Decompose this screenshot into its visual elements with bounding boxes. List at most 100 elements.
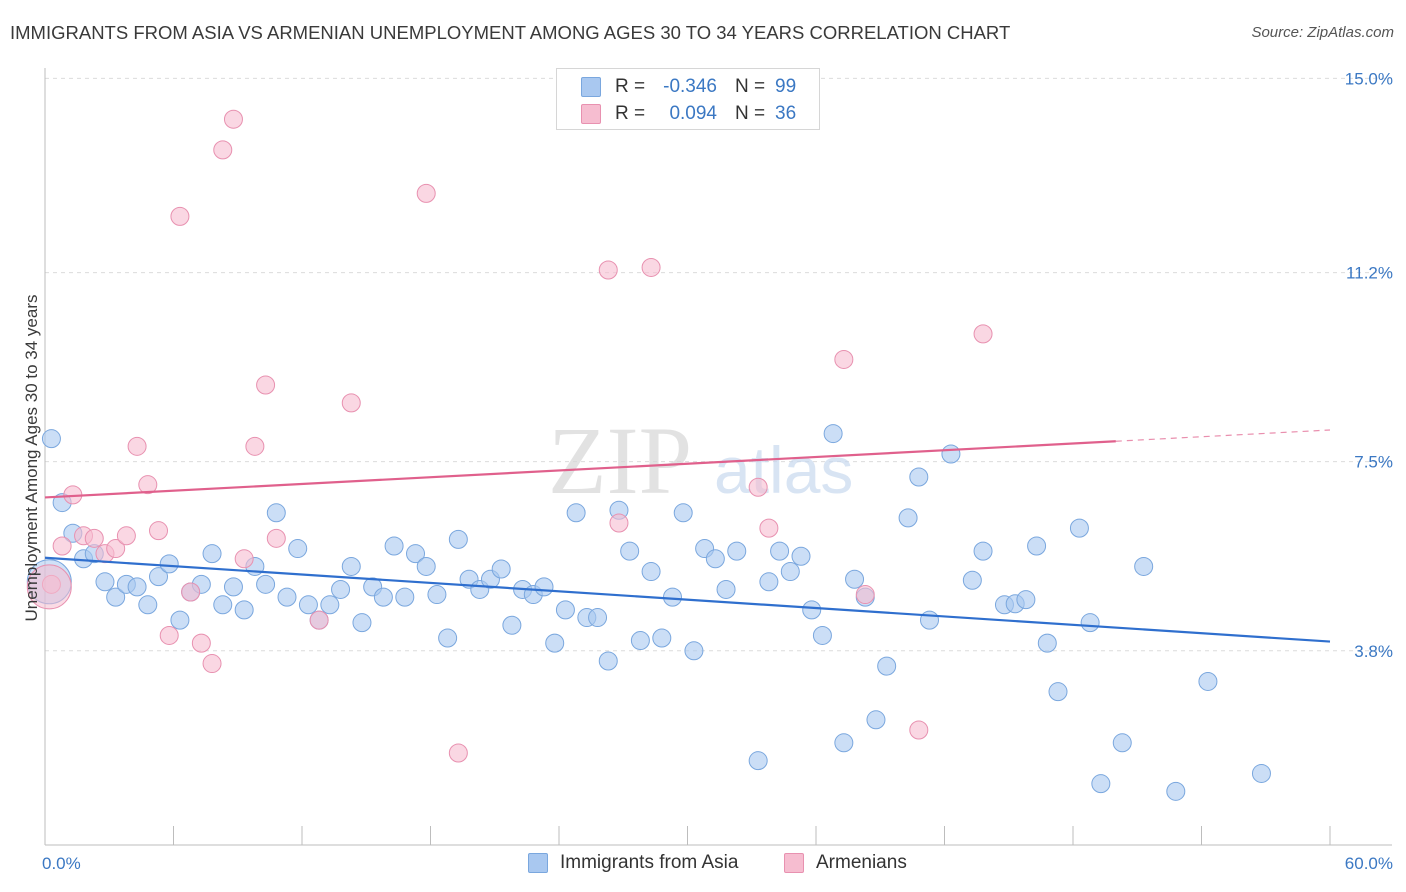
- asia-point-16: [213, 595, 233, 615]
- asia-point-91: [1080, 613, 1100, 633]
- asia-point-51: [588, 608, 608, 628]
- asia-point-66: [759, 572, 779, 592]
- y-tick-label-1: 7.5%: [1354, 453, 1393, 472]
- armenians-point-24: [416, 183, 436, 203]
- asia-point-38: [448, 529, 468, 549]
- armenians-point-20: [256, 375, 276, 395]
- legend-row-asia: R = -0.346 N = 99: [581, 75, 796, 99]
- armenians-point-30: [759, 518, 779, 538]
- armenians-point-29: [748, 477, 768, 497]
- asia-point-34: [406, 544, 426, 564]
- y-tick-label-0: 3.8%: [1354, 642, 1393, 661]
- asia-point-46: [534, 577, 554, 597]
- asia-point-0: [41, 429, 61, 449]
- asia-point-55: [630, 631, 650, 651]
- chart-title: IMMIGRANTS FROM ASIA VS ARMENIAN UNEMPLO…: [10, 22, 1011, 43]
- legend-n-label: N =: [735, 103, 766, 124]
- armenians-point-10: [149, 521, 169, 541]
- asia-point-63: [716, 579, 736, 599]
- asia-point-48: [555, 600, 575, 620]
- asia-point-86: [1016, 590, 1036, 610]
- series-legend: Immigrants from Asia Armenians: [0, 852, 1406, 878]
- armenians-point-19: [245, 436, 265, 456]
- asia-point-26: [320, 595, 340, 615]
- legend-swatch-asia: [581, 77, 601, 97]
- armenians-point-18: [234, 549, 254, 569]
- trend-lines: [44, 429, 1331, 643]
- asia-point-21: [266, 503, 286, 523]
- asia-point-42: [491, 559, 511, 579]
- legend-r-label: R =: [615, 103, 646, 124]
- series-label-armenians: Armenians: [816, 852, 907, 873]
- asia-point-87: [1027, 536, 1047, 556]
- asia-point-95: [1166, 781, 1186, 801]
- asia-point-58: [663, 587, 683, 607]
- armenians-point-33: [909, 720, 929, 740]
- asia-point-81: [941, 444, 961, 464]
- asia-point-67: [770, 541, 790, 561]
- grid-lines: [45, 77, 1392, 652]
- asia-point-15: [202, 544, 222, 564]
- series-swatch-asia: [528, 853, 548, 873]
- armenians-point-27: [609, 513, 629, 533]
- tick-labels: 3.8% 7.5% 11.2% 15.0% 0.0% 60.0%: [42, 69, 1393, 873]
- asia-point-92: [1091, 774, 1111, 794]
- legend-r-label: R =: [615, 76, 646, 97]
- asia-point-32: [384, 536, 404, 556]
- armenians-point-32: [855, 585, 875, 605]
- asia-point-49: [566, 503, 586, 523]
- data-points: [26, 109, 1271, 801]
- watermark-zip: ZIP: [548, 407, 692, 514]
- legend-n-value: 36: [775, 103, 797, 124]
- armenians-point-22: [309, 610, 329, 630]
- asia-point-90: [1069, 518, 1089, 538]
- armenians-point-8: [127, 436, 147, 456]
- asia-point-11: [159, 554, 179, 574]
- armenians-point-1: [52, 536, 72, 556]
- asia-point-60: [684, 641, 704, 661]
- series-legend-armenians[interactable]: Armenians: [784, 852, 907, 874]
- asia-point-74: [845, 569, 865, 589]
- asia-point-28: [341, 556, 361, 576]
- asia-point-17: [223, 577, 243, 597]
- armenians-point-34: [973, 324, 993, 344]
- asia-point-80: [920, 610, 940, 630]
- legend-swatch-armenians: [581, 104, 601, 124]
- asia-point-24: [298, 595, 318, 615]
- armenians-point-25: [448, 743, 468, 763]
- asia-point-23: [288, 539, 308, 559]
- correlation-legend: R = -0.346 N = 99 R = 0.094 N = 36: [556, 68, 820, 130]
- armenians-point-31: [834, 349, 854, 369]
- asia-point-29: [352, 613, 372, 633]
- asia-point-18: [234, 600, 254, 620]
- armenians-point-6: [106, 539, 126, 559]
- armenians-point-16: [213, 140, 233, 160]
- series-legend-asia[interactable]: Immigrants from Asia: [528, 852, 738, 874]
- asia-point-83: [973, 541, 993, 561]
- asia-point-5: [95, 572, 115, 592]
- asia-point-93: [1112, 733, 1132, 753]
- armenians-point-12: [170, 206, 190, 226]
- y-tick-label-3: 15.0%: [1345, 69, 1393, 88]
- asia-point-97: [1251, 763, 1271, 783]
- asia-point-10: [149, 567, 169, 587]
- armenians-point-15: [202, 654, 222, 674]
- asia-point-71: [812, 625, 832, 645]
- asia-point-96: [1198, 671, 1218, 691]
- asia-point-68: [780, 562, 800, 582]
- asia-point-36: [427, 585, 447, 605]
- axes: [44, 68, 1392, 846]
- asia-point-47: [545, 633, 565, 653]
- asia-point-82: [962, 570, 982, 590]
- asia-point-89: [1048, 682, 1068, 702]
- x-tick-label-0: 0.0%: [42, 854, 81, 873]
- asia-point-43: [502, 615, 522, 635]
- legend-r-value: 0.094: [669, 103, 717, 124]
- armenians-point-7: [116, 526, 136, 546]
- asia-point-76: [866, 710, 886, 730]
- legend-row-armenians: R = 0.094 N = 36: [581, 102, 796, 126]
- asia-point-73: [834, 733, 854, 753]
- y-axis-label: Unemployment Among Ages 30 to 34 years: [22, 295, 41, 622]
- asia-point-35: [416, 556, 436, 576]
